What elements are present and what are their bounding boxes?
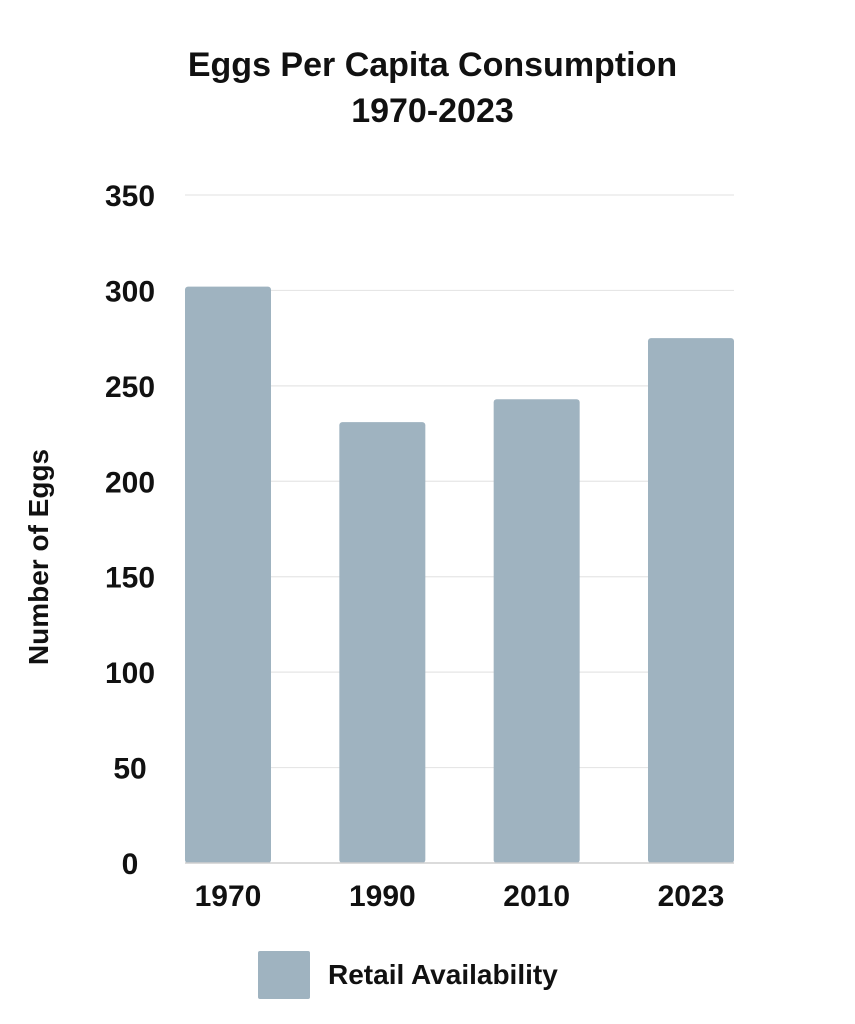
y-tick-label: 0	[122, 848, 139, 881]
bars	[185, 286, 734, 864]
y-tick-label: 200	[105, 466, 155, 499]
bar	[493, 399, 580, 863]
x-tick-label: 2010	[503, 880, 570, 913]
y-tick-label: 350	[105, 180, 155, 213]
legend-label: Retail Availability	[328, 959, 558, 990]
chart-title-block: Eggs Per Capita Consumption 1970-2023	[0, 42, 855, 134]
chart-title: Eggs Per Capita Consumption	[187, 46, 678, 84]
legend: Retail Availability	[258, 951, 558, 999]
y-tick-label: 50	[113, 753, 146, 786]
axes: 0 50 100 150 200 250 300 350 1970 1990 2010 2023	[105, 180, 734, 913]
x-tick-label: 2023	[658, 880, 725, 913]
gridlines	[185, 194, 734, 769]
y-tick-label: 150	[105, 562, 155, 595]
bar	[339, 422, 426, 863]
y-tick-label: 300	[105, 275, 155, 308]
x-tick-label: 1990	[349, 880, 416, 913]
x-tick-label: 1970	[195, 880, 262, 913]
bar	[648, 338, 734, 864]
legend-swatch	[258, 951, 310, 999]
y-tick-label: 100	[105, 657, 155, 690]
bar	[185, 286, 271, 863]
y-tick-label: 250	[105, 371, 155, 404]
y-axis-label: Number of Eggs	[23, 449, 54, 665]
chart-subtitle: 1970-2023	[351, 92, 514, 130]
